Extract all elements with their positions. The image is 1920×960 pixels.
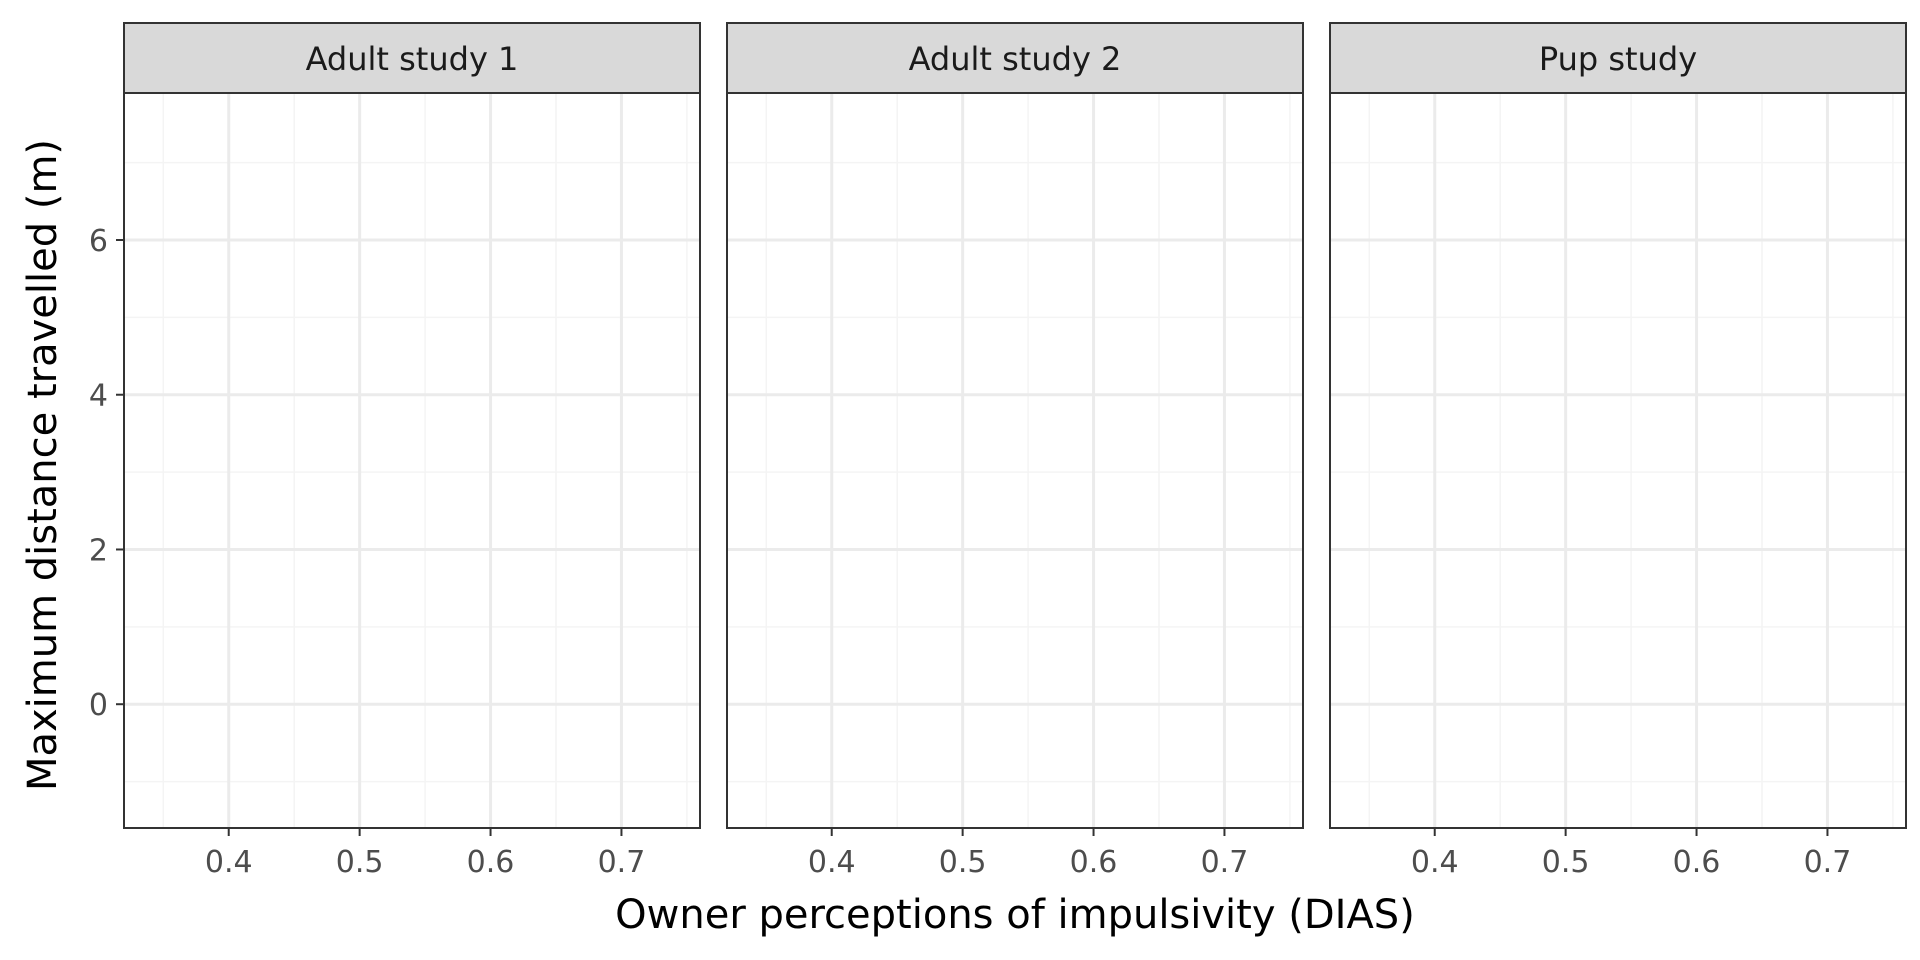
plot-background bbox=[124, 93, 700, 828]
y-tick-label: 2 bbox=[89, 533, 108, 568]
plot-background bbox=[727, 93, 1303, 828]
facet-strip-label: Adult study 1 bbox=[306, 40, 519, 78]
x-tick-label: 0.4 bbox=[1411, 845, 1459, 880]
y-tick-label: 0 bbox=[89, 688, 108, 723]
x-tick-label: 0.5 bbox=[1542, 845, 1590, 880]
facet-panel: Pup study 0.4 0.5 0.6 0.7 bbox=[1329, 22, 1907, 880]
facet-panel: Adult study 1 0.4 0.5 0.6 0.7 bbox=[123, 22, 701, 880]
y-tick-label: 6 bbox=[89, 224, 108, 259]
y-tick-label: 4 bbox=[89, 379, 108, 414]
facet-strip bbox=[726, 22, 1304, 94]
x-tick-label: 0.6 bbox=[467, 845, 515, 880]
plot-background bbox=[1330, 93, 1906, 828]
x-tick-label: 0.4 bbox=[205, 845, 253, 880]
y-axis: 0 2 4 6 bbox=[89, 224, 124, 723]
y-axis-title: Maximum distance travelled (m) bbox=[20, 139, 66, 791]
x-tick-label: 0.7 bbox=[1804, 845, 1852, 880]
x-tick-label: 0.5 bbox=[336, 845, 384, 880]
x-tick-label: 0.5 bbox=[939, 845, 987, 880]
x-tick-label: 0.7 bbox=[1201, 845, 1249, 880]
facet-strip bbox=[1329, 22, 1907, 94]
facet-panel: Adult study 2 0.4 0.5 0.6 0.7 bbox=[726, 22, 1304, 880]
panels-layer: Adult study 1 0.4 0.5 0.6 0.7 Adult study 2 0.… bbox=[123, 22, 1907, 880]
x-tick-label: 0.6 bbox=[1673, 845, 1721, 880]
x-tick-label: 0.6 bbox=[1070, 845, 1118, 880]
facet-strip-label: Adult study 2 bbox=[909, 40, 1122, 78]
facet-strip-label: Pup study bbox=[1539, 40, 1697, 78]
x-tick-label: 0.7 bbox=[598, 845, 646, 880]
x-axis-title: Owner perceptions of impulsivity (DIAS) bbox=[615, 892, 1415, 938]
x-tick-label: 0.4 bbox=[808, 845, 856, 880]
facet-strip bbox=[123, 22, 701, 94]
